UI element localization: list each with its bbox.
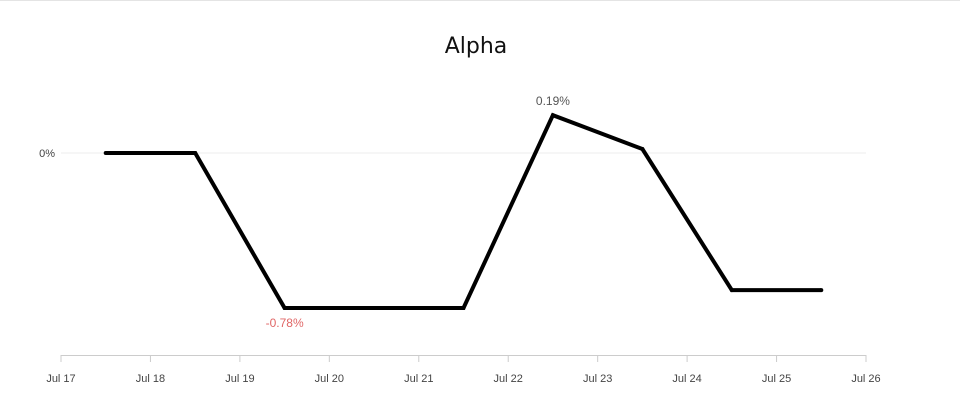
x-tick-label: Jul 23 [583,373,612,385]
data-label: 0.19% [536,94,570,108]
x-tick-label: Jul 21 [404,373,433,385]
top-border [0,0,960,1]
data-point [193,151,198,155]
x-tick-label: Jul 18 [136,373,165,385]
series-line [105,112,822,310]
x-tick-label: Jul 19 [225,373,254,385]
data-point [461,306,466,310]
x-tick-label: Jul 22 [494,373,523,385]
x-tick-label: Jul 17 [46,373,75,385]
data-point [282,306,287,310]
data-point [103,151,108,155]
data-labels: 0.19% -0.78% [266,94,571,330]
y-tick-label: 0% [39,148,55,160]
y-axis: 0% [39,148,55,160]
series [103,112,824,310]
data-point [372,306,377,310]
x-tick-label: Jul 24 [672,373,701,385]
x-tick-label: Jul 20 [315,373,344,385]
data-point [819,288,824,293]
chart-title: Alpha [445,34,508,59]
data-point [640,147,645,152]
x-axis: Jul 17 Jul 18 Jul 19 Jul 20 Jul 21 Jul 22 Jul … [46,355,881,385]
data-point [550,113,555,118]
data-point [729,288,734,293]
data-label: -0.78% [266,316,304,330]
x-tick-label: Jul 26 [851,373,880,385]
x-tick-label: Jul 25 [762,373,791,385]
